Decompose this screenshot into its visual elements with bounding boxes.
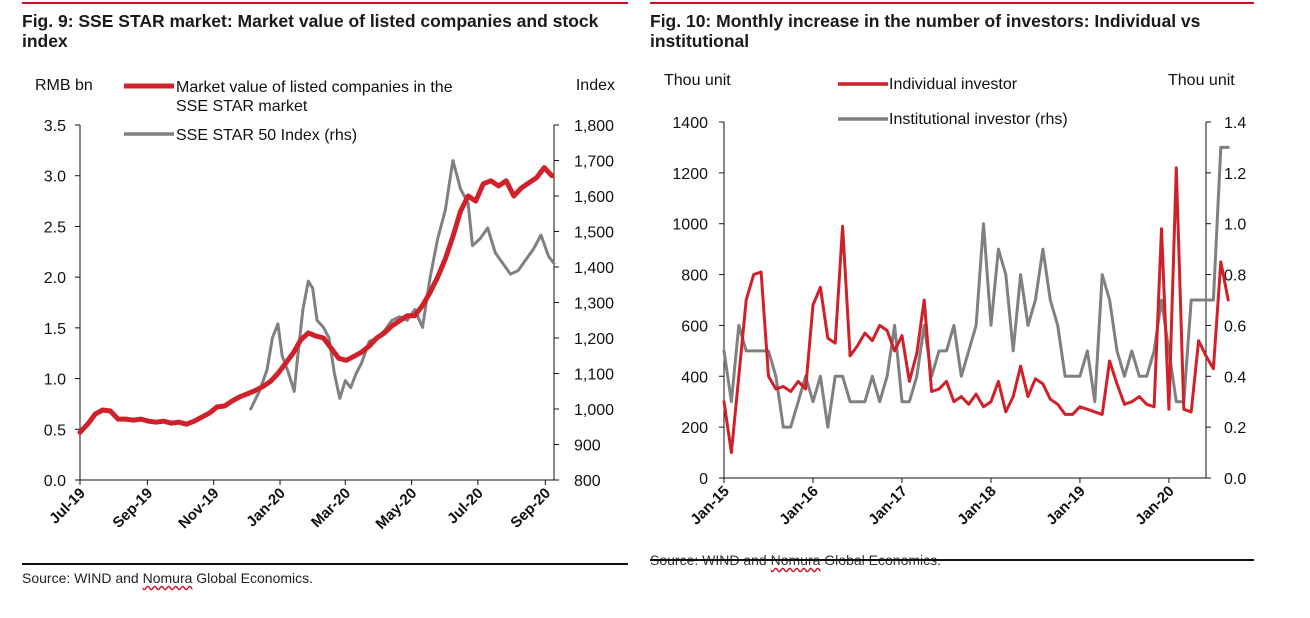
series-line-individual-investor: [722, 166, 1230, 455]
legend-label-star50: SSE STAR 50 Index (rhs): [176, 127, 357, 144]
left-y-tick-label: 1.0: [44, 372, 66, 389]
left-y-tick-label: 1000: [672, 217, 708, 234]
source-nomura: Nomura: [142, 570, 193, 586]
x-tick-label: Jan-17: [865, 483, 911, 529]
x-tick-label: May-20: [372, 485, 420, 533]
right-y-tick-label: 1,800: [574, 118, 614, 135]
legend-label-market-value-1: Market value of listed companies in the: [176, 79, 453, 96]
x-tick-label: Jan-19: [1043, 483, 1089, 529]
right-y-tick-label: 1,400: [574, 260, 614, 277]
top-rule: [650, 2, 1254, 4]
right-y-tick-label: 900: [574, 438, 601, 455]
x-tick-label: Sep-20: [507, 485, 554, 532]
source-rule: [22, 563, 628, 565]
right-y-tick-label: 1,100: [574, 367, 614, 384]
left-y-tick-label: 200: [681, 420, 708, 437]
right-y-tick-label: 0.8: [1224, 268, 1246, 285]
right-y-tick-label: 1,600: [574, 189, 614, 206]
source-note: Source: WIND and Nomura Global Economics…: [22, 570, 313, 586]
series-line-star50-index: [249, 159, 556, 411]
right-y-tick-label: 1,200: [574, 331, 614, 348]
source-prefix: Source: WIND and: [22, 570, 143, 586]
left-y-tick-label: 0: [699, 471, 708, 488]
x-tick-label: Nov-19: [175, 485, 222, 532]
right-y-tick-label: 1,300: [574, 296, 614, 313]
market-value-chart: 0.0 0.5 1.0 1.5 2.0 2.5 3.0 3.5 800 900 1,000 1,100…: [35, 77, 615, 533]
left-y-tick-label: 1.5: [44, 321, 66, 338]
left-axis-unit: RMB bn: [35, 77, 93, 94]
left-y-tick-label: 2.5: [44, 219, 66, 236]
figure-title: Fig. 9: SSE STAR market: Market value of…: [22, 11, 599, 51]
left-y-tick-label: 600: [681, 318, 708, 335]
left-y-tick-label: 1200: [672, 166, 708, 183]
x-tick-label: Sep-19: [109, 485, 156, 532]
source-rule: [650, 559, 1254, 561]
left-y-tick-label: 0.5: [44, 422, 66, 439]
right-y-tick-label: 1.0: [1224, 217, 1246, 234]
figure-title: Fig. 10: Monthly increase in the number …: [650, 11, 1201, 51]
x-tick-label: Jan-20: [243, 485, 289, 531]
right-axis-unit: Thou unit: [1168, 72, 1235, 89]
x-tick-label: Jan-18: [954, 483, 1000, 529]
left-y-tick-label: 3.0: [44, 169, 66, 186]
legend-label-institutional: Institutional investor (rhs): [889, 111, 1068, 128]
x-tick-label: Mar-20: [308, 485, 354, 531]
legend-label-market-value-2: SSE STAR market: [176, 98, 308, 115]
x-tick-label: Jul-19: [46, 485, 89, 528]
left-y-tick-label: 1400: [672, 115, 708, 132]
top-rule: [22, 2, 628, 4]
right-y-tick-label: 1,000: [574, 402, 614, 419]
right-y-tick-label: 0.2: [1224, 420, 1246, 437]
right-y-tick-label: 1.2: [1224, 166, 1246, 183]
left-y-tick-label: 3.5: [44, 118, 66, 135]
right-y-tick-label: 0.0: [1224, 471, 1246, 488]
x-tick-label: Jan-20: [1132, 483, 1178, 529]
right-y-tick-label: 1.4: [1224, 115, 1246, 132]
left-y-tick-label: 800: [681, 268, 708, 285]
right-y-tick-label: 1,500: [574, 225, 614, 242]
investor-increase-chart: 0 200 400 600 800 1000 1200 1400 0.0 0.2 0.4 0.6 0.8…: [664, 72, 1246, 529]
right-y-tick-label: 0.4: [1224, 369, 1246, 386]
series-line-market-value: [77, 165, 555, 435]
x-tick-label: Jul-20: [444, 485, 487, 528]
figure-10-panel: Fig. 10: Monthly increase in the number …: [650, 0, 1254, 618]
right-y-tick-label: 1,700: [574, 154, 614, 171]
left-y-tick-label: 0.0: [44, 473, 66, 490]
left-y-tick-label: 400: [681, 369, 708, 386]
series-line-institutional-investor: [722, 145, 1230, 429]
right-y-tick-label: 0.6: [1224, 318, 1246, 335]
left-y-tick-label: 2.0: [44, 270, 66, 287]
right-y-tick-label: 800: [574, 473, 601, 490]
left-axis-unit: Thou unit: [664, 72, 731, 89]
figure-9-panel: Fig. 9: SSE STAR market: Market value of…: [22, 0, 628, 618]
x-tick-label: Jan-16: [776, 483, 822, 529]
legend-label-individual: Individual investor: [889, 76, 1018, 93]
source-suffix: Global Economics.: [192, 570, 314, 586]
x-tick-label: Jan-15: [687, 483, 733, 529]
right-axis-unit: Index: [576, 77, 615, 94]
